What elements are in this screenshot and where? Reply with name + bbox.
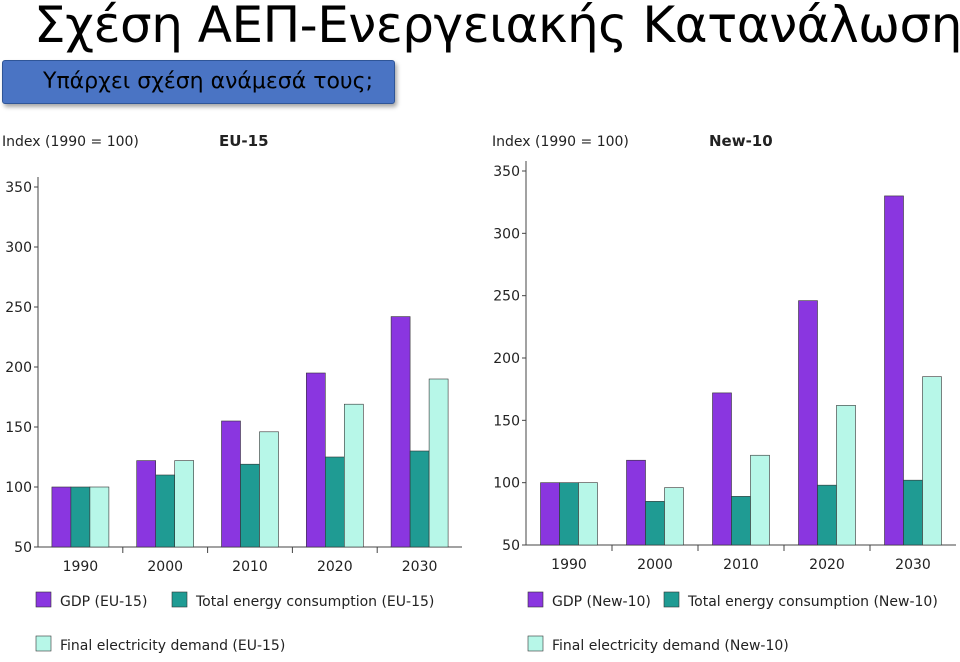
bar-gdp (626, 459, 646, 546)
y-tick-label: 200 (5, 360, 32, 376)
legend-label: GDP (EU-15) (60, 594, 147, 610)
subtitle-text: Υπάρχει σχέση ανάμεσά τους; (43, 69, 373, 94)
bar-electricity (89, 486, 110, 548)
x-tick-label: 2010 (723, 557, 759, 573)
bar-energy (70, 486, 91, 548)
legend-swatch (35, 591, 52, 608)
x-tick-label: 2030 (402, 559, 438, 575)
subtitle-box: Υπάρχει σχέση ανάμεσά τους; (2, 60, 395, 104)
bar-energy (817, 484, 837, 546)
chart-new10: Index (1990 = 100) New-10 50 100 150 200 250 30… (492, 132, 956, 654)
y-tick-label: 100 (5, 480, 32, 496)
legend-label: Final electricity demand (New-10) (552, 638, 789, 654)
y-tick-label: 350 (5, 180, 32, 196)
y-tick-label: 250 (493, 289, 520, 305)
x-tick-label: 2020 (317, 559, 353, 575)
legend-swatch (527, 591, 544, 608)
bar-energy (155, 474, 175, 548)
bar-electricity (343, 403, 364, 548)
bar-gdp (136, 460, 156, 548)
bar-gdp (221, 420, 241, 548)
y-tick-label: 50 (14, 540, 32, 556)
x-tick-label: 2020 (809, 557, 845, 573)
chart-title: New-10 (709, 132, 773, 150)
bar-electricity (664, 487, 684, 546)
legend-swatch (171, 591, 188, 608)
slide-title: Σχέση ΑΕΠ-Ενεργειακής Κατανάλωσης (34, 0, 960, 54)
bar-gdp (390, 316, 411, 548)
bar-gdp (51, 486, 72, 548)
y-tick-label: 150 (493, 413, 520, 429)
bar-gdp (540, 482, 560, 546)
bar-energy (409, 450, 430, 548)
y-tick-label: 200 (493, 351, 520, 367)
x-tick-label: 2000 (147, 559, 183, 575)
bar-gdp (884, 195, 904, 546)
legend-swatch (663, 591, 680, 608)
bar-energy (645, 501, 665, 546)
bar-gdp (798, 300, 818, 546)
y-tick-label: 150 (5, 420, 32, 436)
bar-gdp (305, 372, 326, 548)
legend-swatch (35, 635, 52, 652)
bar-electricity (922, 376, 942, 546)
legend-swatch (527, 635, 544, 652)
x-tick-label: 2010 (232, 559, 268, 575)
legend-label: Final electricity demand (EU-15) (60, 638, 285, 654)
y-tick-label: 100 (493, 476, 520, 492)
y-tick-label: 350 (493, 164, 520, 180)
bar-electricity (259, 431, 279, 548)
chart-eu15: Index (1990 = 100) EU-15 50 100 150 200 250 300… (2, 132, 462, 654)
y-tick-label: 250 (5, 300, 32, 316)
x-tick-label: 2030 (895, 557, 931, 573)
bar-electricity (174, 460, 194, 548)
x-tick-label: 1990 (551, 557, 587, 573)
bar-gdp (712, 392, 732, 546)
x-tick-label: 1990 (63, 559, 99, 575)
y-tick-label: 300 (493, 226, 520, 242)
bar-electricity (836, 405, 856, 546)
x-tick-label: 2000 (637, 557, 673, 573)
legend-label: Total energy consumption (New-10) (687, 594, 938, 610)
legend-label: GDP (New-10) (552, 594, 651, 610)
bar-electricity (750, 454, 770, 546)
bar-energy (559, 482, 579, 546)
bar-energy (731, 496, 751, 546)
y-axis-label: Index (1990 = 100) (2, 134, 139, 150)
bar-energy (240, 463, 260, 548)
legend-label: Total energy consumption (EU-15) (195, 594, 434, 610)
bar-electricity (428, 378, 449, 548)
bar-energy (903, 479, 923, 546)
y-axis-label: Index (1990 = 100) (492, 134, 629, 150)
chart-title: EU-15 (219, 132, 269, 150)
y-tick-label: 300 (5, 240, 32, 256)
bar-electricity (578, 482, 598, 546)
y-tick-label: 50 (502, 538, 520, 554)
bar-energy (324, 456, 345, 548)
